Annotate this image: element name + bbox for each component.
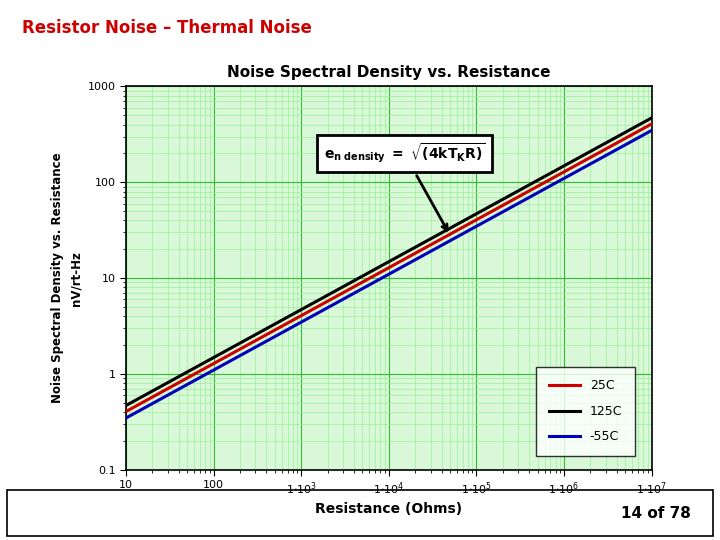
Title: Noise Spectral Density vs. Resistance: Noise Spectral Density vs. Resistance [227,65,551,80]
Line: 125C: 125C [126,118,652,406]
25C [647,121,656,127]
Line: -55C: -55C [126,131,652,418]
25C [634,127,643,134]
125C [634,122,643,128]
Text: 14 of 78: 14 of 78 [621,505,691,521]
125C [122,402,130,409]
-55C [406,259,415,266]
25C [552,173,561,179]
X-axis label: Resistance (Ohms): Resistance (Ohms) [315,502,462,516]
125C [372,266,380,272]
-55C [647,127,656,134]
-55C [552,179,561,186]
25C [374,270,383,276]
Y-axis label: Noise Spectral Density vs. Resistance
nV/rt-Hz: Noise Spectral Density vs. Resistance nV… [51,153,82,403]
125C [406,247,415,253]
-55C [434,244,443,250]
125C [374,264,383,271]
-55C [122,415,130,421]
-55C [634,134,643,140]
25C [406,253,415,259]
Line: 25C: 25C [126,124,652,411]
FancyBboxPatch shape [7,490,713,536]
Text: $\mathbf{e}_{\mathbf{n\ density}}\ \mathbf{=}\ \mathbf{\sqrt{(4kT_KR)}}$: $\mathbf{e}_{\mathbf{n\ density}}\ \math… [323,141,485,230]
Legend: 25C, 125C, -55C: 25C, 125C, -55C [536,367,635,456]
125C [647,114,656,121]
25C [434,237,443,244]
125C [552,166,561,173]
25C [122,408,130,415]
125C [434,231,443,238]
Text: Resistor Noise – Thermal Noise: Resistor Noise – Thermal Noise [22,19,312,37]
-55C [372,278,380,285]
25C [372,272,380,278]
-55C [374,276,383,283]
